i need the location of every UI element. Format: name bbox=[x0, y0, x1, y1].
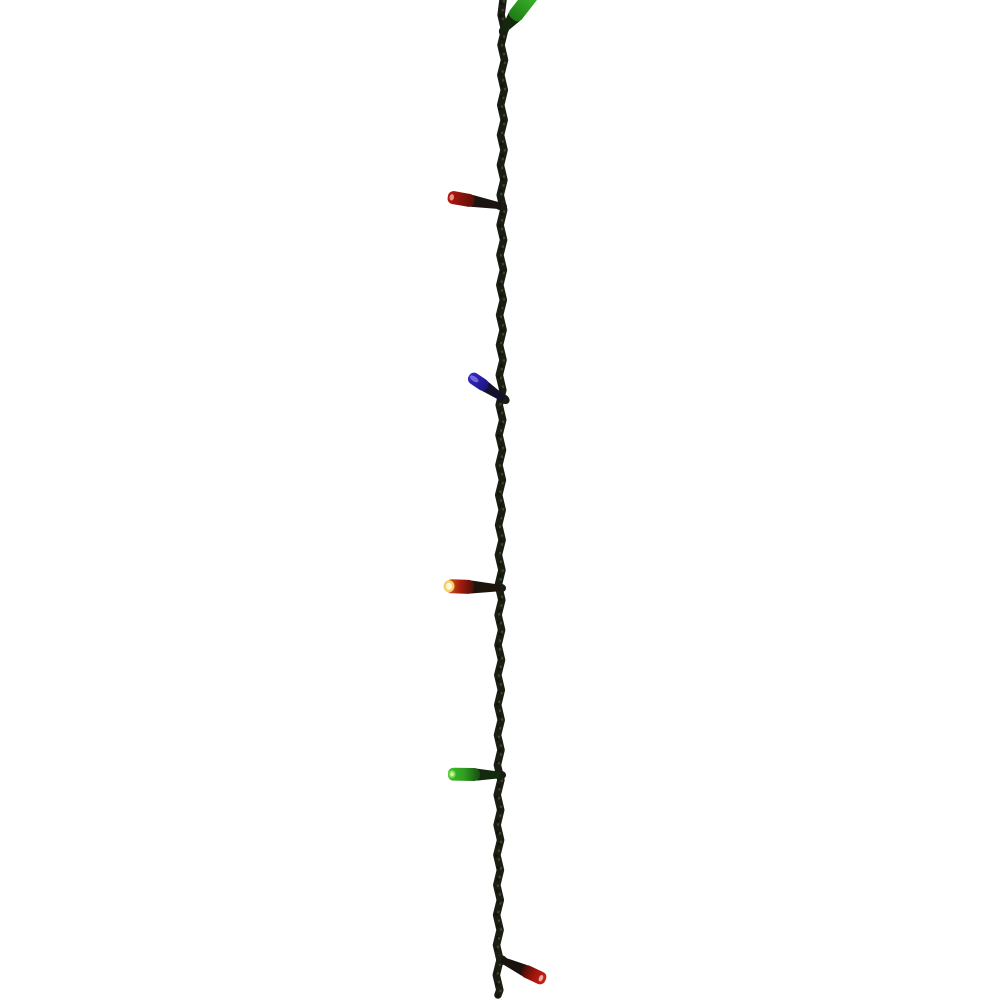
bulb-socket bbox=[470, 194, 502, 210]
bulb-red-bottom bbox=[496, 955, 547, 985]
bulb-body bbox=[521, 965, 547, 985]
wire-cord bbox=[492, 0, 509, 999]
bulb-socket bbox=[470, 580, 501, 594]
wire-twist-shadow bbox=[493, 1, 506, 998]
bulb-socket bbox=[501, 12, 520, 32]
bulb-green-lit bbox=[447, 767, 506, 782]
bulb-socket bbox=[476, 768, 501, 781]
bulb-tip-highlight bbox=[469, 375, 479, 383]
bulb-tip-highlight bbox=[450, 772, 454, 777]
bulb-tip-highlight bbox=[446, 582, 453, 590]
bulb-body bbox=[447, 191, 475, 207]
twisted-wire bbox=[492, 0, 509, 999]
led-bulbs bbox=[443, 0, 547, 985]
bulb-socket bbox=[500, 957, 528, 977]
bulb-blue bbox=[467, 372, 510, 405]
bulb-body bbox=[508, 0, 540, 22]
wire-twist-highlight bbox=[496, 0, 507, 996]
bulb-body bbox=[447, 767, 481, 782]
bulb-tip-highlight bbox=[449, 194, 454, 201]
bulb-red-lit bbox=[443, 579, 506, 594]
bulb-green-top bbox=[498, 0, 540, 36]
bulb-tip-highlight bbox=[538, 974, 544, 982]
bulb-red-left bbox=[447, 191, 507, 211]
